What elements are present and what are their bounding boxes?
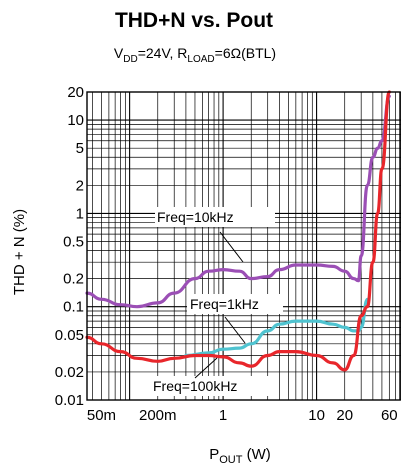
subtitle-vdd-value: =24V, R <box>138 45 188 61</box>
annotation-1khz-leader <box>224 316 246 344</box>
x-tick-label: 20 <box>336 407 353 424</box>
x-axis-label-main: P <box>209 446 219 463</box>
y-tick-label: 0.2 <box>63 271 84 288</box>
annotation-10khz-leader <box>219 231 244 263</box>
y-tick-label: 0.1 <box>63 299 84 316</box>
subtitle-vdd-subscript: DD <box>123 54 137 65</box>
x-tick-label: 1 <box>219 407 227 424</box>
x-tick-label: 200m <box>139 407 177 424</box>
y-tick-label: 10 <box>67 112 84 129</box>
annotation-1khz-background <box>187 294 283 314</box>
y-tick-label: 5 <box>76 140 84 157</box>
x-tick-label: 10 <box>308 407 325 424</box>
x-tick-label: 50m <box>87 407 116 424</box>
annotation-10khz: Freq=10kHz <box>157 209 234 225</box>
y-tick-label: 0.05 <box>55 327 84 344</box>
tick-labels: 50m 200m 1 10 20 60 0.01 0.02 0.05 0.1 0.2 0.5 1 2 5 10… <box>55 84 398 424</box>
chart-title: THD+N vs. Pout <box>115 9 273 32</box>
series-layer <box>85 90 391 372</box>
x-tick-label: 60 <box>381 407 398 424</box>
x-axis-label: POUT (W) <box>209 446 271 466</box>
annotation-100khz-background <box>149 376 271 396</box>
y-tick-label: 0.01 <box>55 392 84 409</box>
x-axis-label-subscript: OUT <box>219 454 243 466</box>
chart-subtitle: VDD=24V, RLOAD=6Ω(BTL) <box>114 45 276 65</box>
subtitle-vdd: V <box>114 45 124 61</box>
y-axis-label: THD + N (%) <box>11 209 28 295</box>
annotations: Freq=10kHz Freq=1kHz Freq=100kHz <box>149 207 283 396</box>
annotation-100khz-leader <box>194 357 218 379</box>
x-axis-label-unit: (W) <box>242 446 270 463</box>
subtitle-rload-value: =6Ω(BTL) <box>215 45 276 61</box>
plot-frame <box>86 91 401 401</box>
subtitle-rload-subscript: LOAD <box>187 54 214 65</box>
series-100khz-line <box>85 90 391 372</box>
y-tick-label: 20 <box>67 84 84 101</box>
y-tick-label: 0.02 <box>55 364 84 381</box>
y-tick-label: 2 <box>76 177 84 194</box>
annotation-1khz: Freq=1kHz <box>190 296 259 312</box>
annotation-100khz: Freq=100kHz <box>153 378 237 394</box>
y-tick-label: 0.5 <box>63 233 84 250</box>
y-tick-label: 1 <box>76 205 84 222</box>
annotation-10khz-background <box>155 207 275 227</box>
series-10khz-line <box>85 94 391 309</box>
